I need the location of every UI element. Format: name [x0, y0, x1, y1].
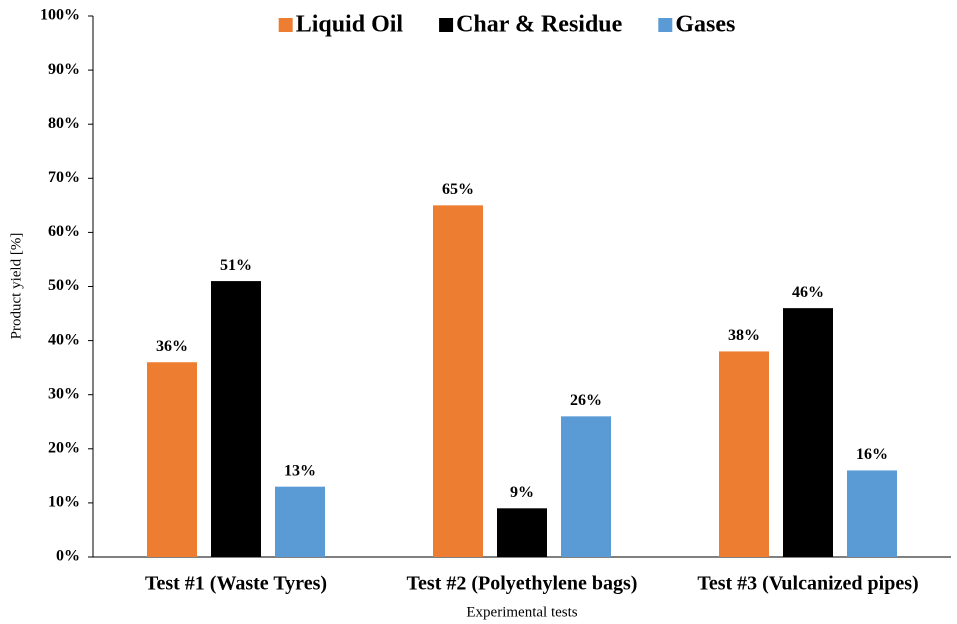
value-label: 13% — [284, 462, 316, 479]
y-tick-label: 70% — [48, 169, 80, 186]
bar — [561, 416, 611, 557]
bar — [147, 362, 197, 557]
bar — [783, 308, 833, 557]
legend-label: Gases — [675, 12, 735, 38]
value-label: 9% — [510, 484, 534, 501]
y-tick-label: 0% — [56, 548, 80, 565]
y-tick-label: 60% — [48, 223, 80, 240]
legend-swatch — [658, 18, 673, 32]
y-tick-label: 40% — [48, 331, 80, 348]
bar — [433, 205, 483, 557]
value-label: 36% — [156, 338, 188, 355]
y-tick-label: 10% — [48, 494, 80, 511]
y-tick-label: 20% — [48, 439, 80, 456]
bar — [275, 486, 325, 557]
value-label: 65% — [442, 181, 474, 198]
bar — [211, 281, 261, 557]
x-tick-label: Test #1 (Waste Tyres) — [145, 573, 327, 595]
value-label: 16% — [856, 446, 888, 463]
x-axis-title: Experimental tests — [466, 604, 577, 620]
bar — [719, 351, 769, 557]
bar — [847, 470, 897, 557]
value-label: 26% — [570, 392, 602, 409]
y-axis-title: Product yield [%] — [8, 233, 24, 340]
y-tick-label: 80% — [48, 115, 80, 132]
value-label: 51% — [220, 257, 252, 274]
legend-label: Char & Residue — [456, 12, 623, 38]
x-tick-label: Test #2 (Polyethylene bags) — [407, 573, 638, 595]
value-label: 38% — [728, 327, 760, 344]
bar — [497, 508, 547, 557]
y-tick-label: 30% — [48, 385, 80, 402]
y-tick-label: 100% — [40, 7, 80, 24]
legend-swatch — [278, 18, 293, 32]
x-tick-label: Test #3 (Vulcanized pipes) — [697, 573, 918, 595]
legend-label: Liquid Oil — [296, 12, 404, 38]
legend-swatch — [439, 18, 454, 32]
value-label: 46% — [792, 284, 824, 301]
y-tick-label: 50% — [48, 277, 80, 294]
y-tick-label: 90% — [48, 61, 80, 78]
